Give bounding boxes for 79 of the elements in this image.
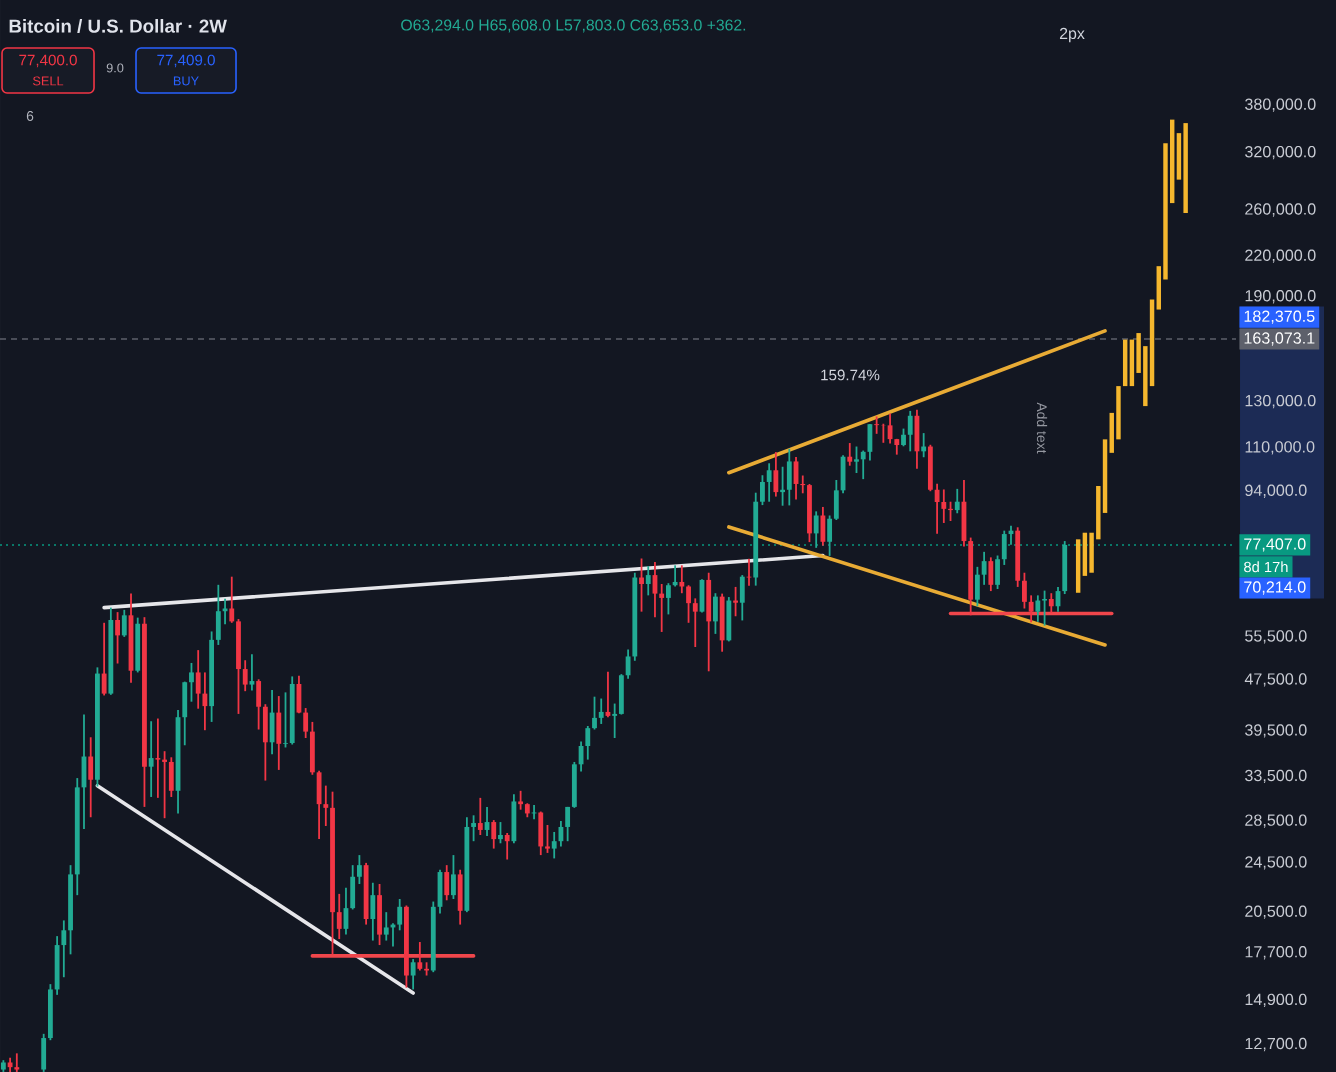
candlestick [954, 487, 960, 515]
candlestick [538, 810, 544, 856]
candlestick [746, 557, 752, 587]
y-tick-label: 17,700.0 [1245, 946, 1307, 960]
text: Bitcoin / U.S. Dollar · 2W [9, 19, 227, 33]
candlestick [410, 958, 416, 991]
candlestick [135, 616, 141, 674]
candlestick [874, 415, 880, 435]
candlestick [477, 796, 483, 836]
candlestick [766, 462, 772, 503]
candlestick [854, 445, 859, 474]
candlestick [370, 881, 376, 942]
candlestick [491, 819, 497, 850]
bar [1183, 123, 1188, 214]
y-tick-label: 39,500.0 [1245, 724, 1307, 738]
candlestick [511, 793, 517, 845]
y-tick-label: 20,500.0 [1245, 905, 1307, 919]
y-tick-label: 33,500.0 [1245, 769, 1307, 784]
candlestick [148, 720, 154, 798]
candlestick [451, 854, 456, 900]
candlestick [1048, 592, 1054, 614]
y-tick-label: 55,500.0 [1245, 630, 1307, 644]
candlestick [820, 506, 826, 547]
candlestick [498, 821, 503, 845]
y-tick-label: 110,000.0 [1245, 441, 1315, 455]
candlestick [988, 556, 994, 592]
candlestick [773, 451, 779, 498]
y-tick-label: 190,000.0 [1245, 290, 1316, 304]
candlestick [679, 564, 685, 595]
candlestick [276, 695, 282, 771]
candlestick [115, 611, 120, 665]
y-tick-label: 260,000.0 [1245, 203, 1316, 217]
y-tick-label: 94,000.0 [1245, 484, 1307, 498]
ref-line-label: 77,407.0 [1244, 538, 1306, 552]
candlestick [713, 592, 718, 635]
candlestick [457, 868, 463, 926]
candlestick [645, 565, 651, 597]
y-tick-label: 28,500.0 [1245, 814, 1307, 828]
candlestick [101, 621, 107, 697]
candlestick [189, 662, 194, 703]
candlestick [719, 592, 725, 653]
candlestick [733, 586, 738, 618]
candlestick [907, 409, 913, 453]
candlestick [518, 789, 524, 811]
candlestick [121, 608, 127, 638]
candlestick [1042, 589, 1047, 627]
candlestick [155, 717, 161, 799]
candlestick [168, 756, 174, 798]
candlestick [377, 883, 382, 946]
candlestick [639, 557, 644, 613]
candlestick [598, 697, 604, 725]
ref-line-label: 163,073.1 [1244, 332, 1315, 346]
candlestick [249, 653, 255, 692]
candlestick [417, 941, 423, 972]
bar [1075, 539, 1081, 593]
text: 70,214.0 [1244, 581, 1306, 595]
candlestick [813, 510, 819, 549]
y-tick-label: 220,000.0 [1245, 249, 1316, 263]
y-tick-label: 320,000.0 [1245, 145, 1316, 160]
candlestick [545, 824, 550, 854]
candlestick [739, 574, 745, 622]
y-tick-label: 14,900.0 [1245, 993, 1307, 1008]
y-tick-label: 24,500.0 [1245, 856, 1307, 870]
candlestick [14, 1052, 20, 1072]
candlestick [726, 596, 732, 643]
y-tick-label: 47,500.0 [1244, 673, 1307, 687]
candlestick [1035, 594, 1041, 623]
y-tick-label: 130,000.0 [1245, 394, 1316, 409]
y-tick-label: 12,700.0 [1245, 1037, 1307, 1052]
candlestick [383, 911, 389, 942]
candlestick [847, 442, 853, 467]
candlestick [504, 832, 510, 861]
candlestick [706, 571, 712, 673]
candlestick [88, 736, 94, 819]
candlestick [860, 449, 866, 481]
candlestick [444, 864, 450, 902]
y-tick-label: 380,000.0 [1245, 98, 1316, 112]
candlestick [786, 447, 792, 507]
text: 182,370.5 [1244, 310, 1315, 324]
